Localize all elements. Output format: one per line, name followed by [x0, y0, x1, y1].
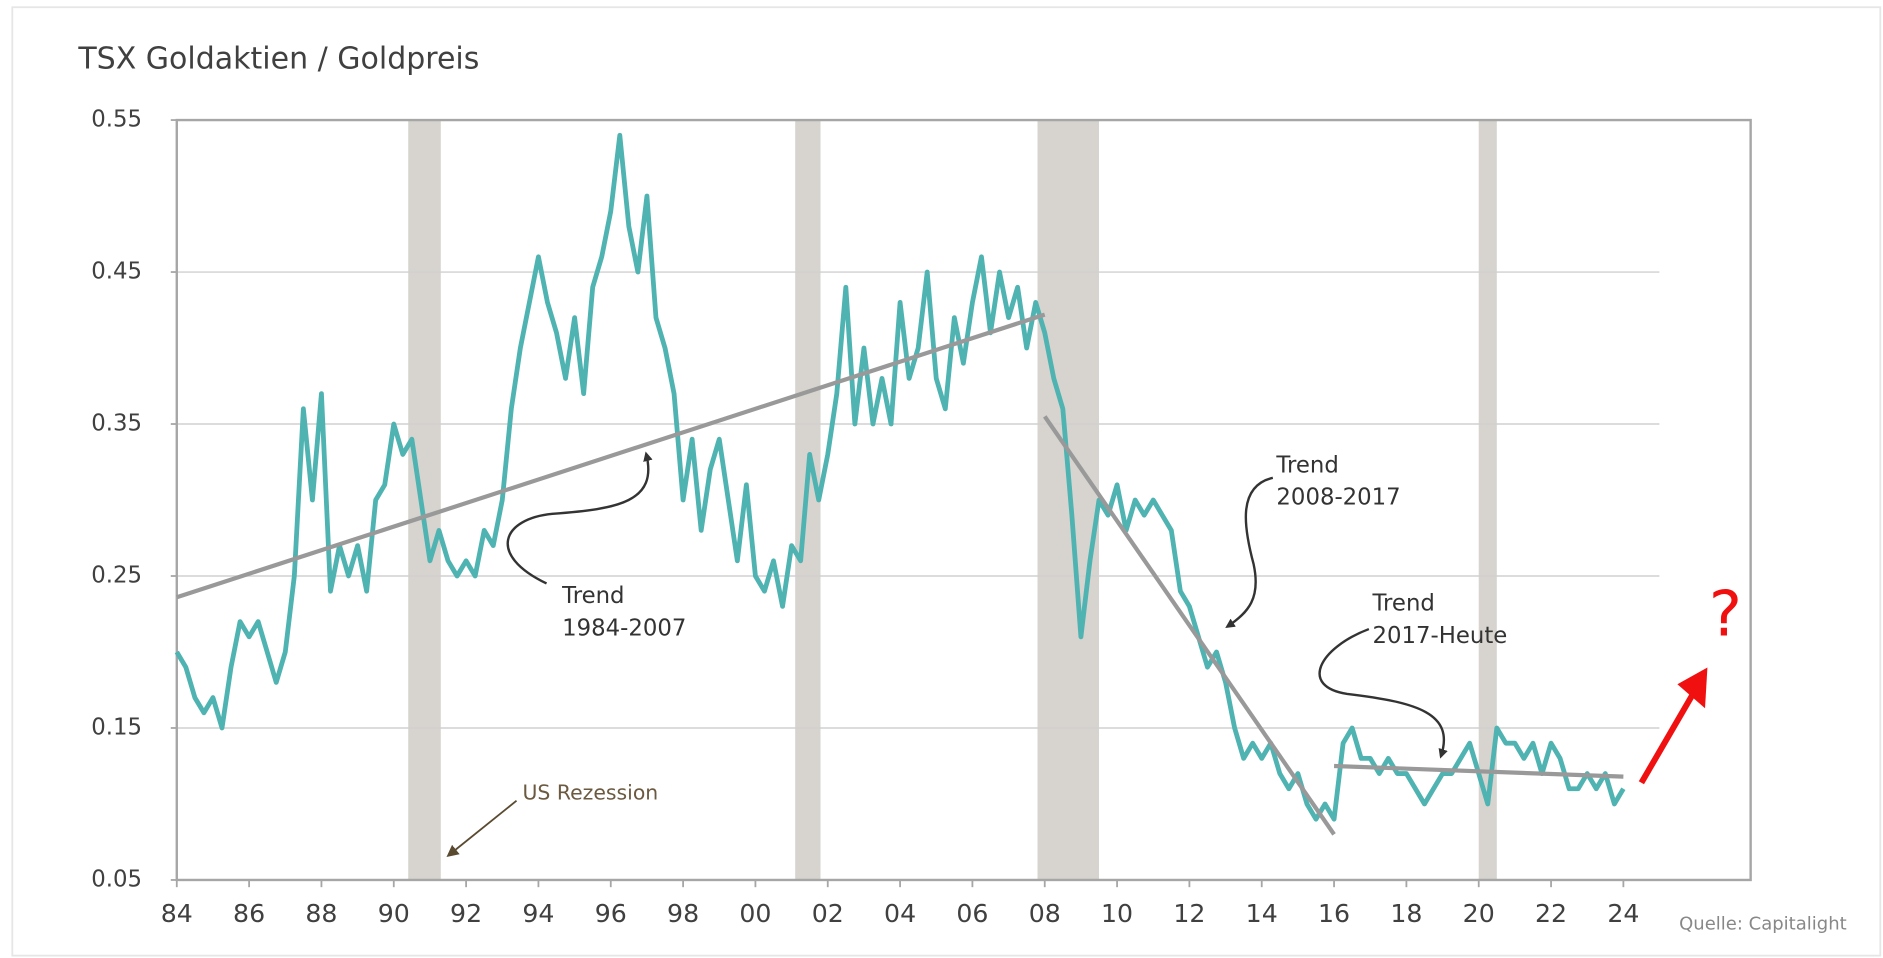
recession-label: US Rezession: [523, 781, 659, 805]
x-tick-label: 04: [884, 899, 916, 928]
y-tick-label: 0.05: [91, 866, 142, 892]
annotation-arrow: [1225, 476, 1274, 628]
trend-label: 2008-2017: [1276, 485, 1400, 511]
trend-label: Trend: [1275, 452, 1338, 478]
x-tick-label: 96: [595, 899, 627, 928]
x-tick-label: 14: [1246, 899, 1278, 928]
trend-label: Trend: [561, 583, 624, 609]
annotation-arrow: [1318, 627, 1448, 759]
recession-band: [1478, 120, 1497, 880]
question-mark: ?: [1709, 577, 1742, 650]
x-tick-label: 02: [812, 899, 844, 928]
x-tick-label: 88: [305, 899, 337, 928]
x-tick-label: 06: [956, 899, 988, 928]
x-tick-label: 94: [522, 899, 554, 928]
source-note: Quelle: Capitalight: [1679, 913, 1847, 934]
y-tick-label: 0.15: [91, 714, 142, 740]
x-tick-label: 00: [739, 899, 771, 928]
trend-line: [1333, 763, 1624, 779]
x-tick-label: 08: [1029, 899, 1061, 928]
x-tick-label: 16: [1318, 899, 1350, 928]
chart-title: TSX Goldaktien / Goldpreis: [77, 42, 479, 77]
plot-frame: [175, 118, 1752, 882]
red-arrow: [1638, 692, 1696, 785]
x-tick-label: 98: [667, 899, 699, 928]
recession-band: [408, 120, 441, 880]
trend-line: [1043, 415, 1336, 836]
x-tick-label: 84: [161, 899, 193, 928]
x-tick-label: 86: [233, 899, 265, 928]
y-tick-label: 0.35: [91, 411, 142, 437]
trend-label: 1984-2007: [562, 616, 686, 642]
red-arrowhead: [1677, 667, 1708, 709]
y-tick-label: 0.55: [91, 107, 142, 133]
annotation-arrow: [506, 451, 653, 585]
x-tick-label: 92: [450, 899, 482, 928]
recession-arrow: [446, 800, 518, 858]
x-tick-label: 24: [1607, 899, 1639, 928]
x-tick-label: 90: [378, 899, 410, 928]
x-tick-label: 22: [1535, 899, 1567, 928]
data-line: [174, 132, 1626, 822]
x-tick-label: 12: [1173, 899, 1205, 928]
trend-line: [176, 312, 1046, 600]
x-tick-label: 18: [1390, 899, 1422, 928]
x-tick-label: 10: [1101, 899, 1133, 928]
trend-label: 2017-Heute: [1372, 623, 1507, 649]
outer-frame: [11, 6, 1882, 957]
x-tick-label: 20: [1463, 899, 1495, 928]
y-tick-label: 0.45: [91, 259, 142, 285]
trend-label: Trend: [1371, 590, 1434, 616]
y-tick-label: 0.25: [91, 563, 142, 589]
